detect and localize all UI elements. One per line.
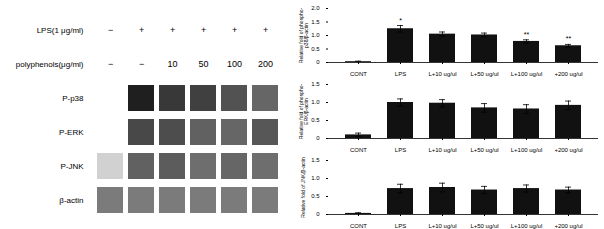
svg-text:0: 0	[316, 59, 320, 65]
svg-text:0.5: 0.5	[311, 46, 320, 52]
svg-text:−: −	[139, 59, 144, 69]
svg-text:P-p38: P-p38	[62, 94, 84, 103]
svg-text:0.5: 0.5	[311, 193, 320, 199]
svg-text:1.0: 1.0	[311, 32, 320, 38]
svg-text:1.0: 1.0	[311, 99, 320, 105]
svg-text:0.5: 0.5	[311, 117, 320, 123]
svg-text:polyphenols(μg/ml): polyphenols(μg/ml)	[16, 60, 84, 69]
svg-text:L+50 ug/ul: L+50 ug/ul	[470, 223, 498, 229]
svg-text:*: *	[399, 17, 402, 24]
svg-text:L+100 ug/ul: L+100 ug/ul	[511, 147, 543, 153]
svg-text:2.0: 2.0	[311, 5, 320, 11]
svg-text:L+10 ug/ul: L+10 ug/ul	[428, 147, 456, 153]
svg-text:+: +	[139, 25, 144, 35]
svg-text:β-actin: β-actin	[59, 196, 83, 205]
svg-text:Relative fold of JNK/β-actin: Relative fold of JNK/β-actin	[300, 157, 306, 218]
svg-text:50: 50	[198, 59, 208, 69]
svg-text:+200 ug/ul: +200 ug/ul	[554, 223, 582, 229]
svg-text:**: **	[524, 31, 530, 38]
svg-text:LPS: LPS	[395, 223, 406, 229]
svg-text:LPS(1 μg/ml): LPS(1 μg/ml)	[37, 26, 84, 35]
svg-text:L+10 ug/ul: L+10 ug/ul	[428, 223, 456, 229]
svg-text:+: +	[201, 25, 206, 35]
svg-text:CONT: CONT	[350, 147, 367, 153]
svg-text:LPS: LPS	[395, 71, 406, 77]
svg-text:+200 ug/ul: +200 ug/ul	[554, 147, 582, 153]
svg-text:+200 ug/ul: +200 ug/ul	[554, 71, 582, 77]
svg-text:−: −	[108, 59, 113, 69]
svg-text:**: **	[566, 35, 572, 42]
svg-text:L+50 ug/ul: L+50 ug/ul	[470, 71, 498, 77]
svg-text:+: +	[232, 25, 237, 35]
svg-text:LPS: LPS	[395, 147, 406, 153]
svg-text:P-ERK: P-ERK	[59, 128, 84, 137]
svg-text:100: 100	[227, 59, 242, 69]
svg-text:L+50 ug/ul: L+50 ug/ul	[470, 147, 498, 153]
svg-text:0: 0	[316, 135, 320, 141]
svg-text:L+10 ug/ul: L+10 ug/ul	[428, 71, 456, 77]
svg-text:L+100 ug/ul: L+100 ug/ul	[511, 71, 543, 77]
svg-text:1.5: 1.5	[311, 157, 320, 163]
svg-text:200: 200	[258, 59, 273, 69]
svg-text:1.5: 1.5	[311, 19, 320, 25]
svg-text:0: 0	[316, 211, 320, 217]
svg-text:CONT: CONT	[350, 71, 367, 77]
svg-text:P-JNK: P-JNK	[60, 162, 84, 171]
svg-text:Relative fold of phospho-p38/β: Relative fold of phospho-p38/β-actin	[298, 8, 309, 64]
svg-text:CONT: CONT	[350, 223, 367, 229]
svg-text:Relative fold of phospho-ERK/β: Relative fold of phospho-ERK/β-actin	[298, 84, 309, 140]
svg-text:L+100 ug/ul: L+100 ug/ul	[511, 223, 543, 229]
svg-text:1.5: 1.5	[311, 81, 320, 87]
svg-text:−: −	[108, 25, 113, 35]
svg-text:+: +	[263, 25, 268, 35]
svg-text:+: +	[170, 25, 175, 35]
svg-text:1.0: 1.0	[311, 175, 320, 181]
svg-text:10: 10	[167, 59, 177, 69]
